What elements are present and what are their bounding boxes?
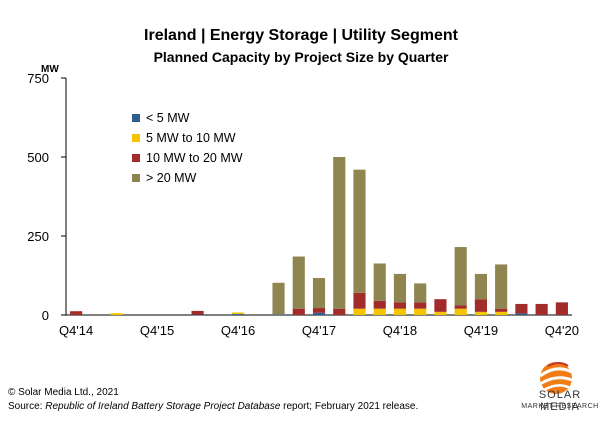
bar-segment [434,311,447,315]
chart-title: Ireland | Energy Storage | Utility Segme… [144,27,458,44]
bar-segment [353,308,366,315]
y-tick-label: 250 [27,229,49,244]
source-suffix: report; February 2021 release. [280,401,419,412]
bar-segment [312,278,326,309]
legend: < 5 MW 5 MW to 10 MW 10 MW to 20 MW > 20 MW [132,108,243,188]
bar-segment [555,302,568,315]
bar-segment [454,247,467,306]
bar-segment [414,283,427,303]
bar-segment [292,256,305,309]
bar-segment [70,311,83,315]
bar-segment [474,311,487,315]
source-text: Source: Republic of Ireland Battery Stor… [8,401,418,412]
legend-label: 5 MW to 10 MW [146,131,236,145]
y-tick-label: 500 [27,150,49,165]
bar-segment [393,273,407,303]
bar-segment [373,300,386,309]
bar-segment [495,264,508,309]
legend-swatch [132,134,140,142]
bar-segment [312,312,326,315]
solar-media-logo-icon [539,362,573,394]
bar-segment [474,273,487,300]
copyright-text: © Solar Media Ltd., 2021 [8,387,119,398]
bar-segment [353,169,366,293]
bar-segment [414,302,427,309]
source-title: Republic of Ireland Battery Storage Proj… [45,401,281,412]
bar-segment [231,314,245,315]
legend-swatch [132,114,140,122]
legend-item: < 5 MW [132,108,243,128]
bar-segment [434,299,447,312]
bar-segment [272,282,285,315]
chart-subtitle: Planned Capacity by Project Size by Quar… [153,49,449,65]
bar-segment [110,313,123,315]
bar-segment [515,303,528,314]
bar-segment [191,310,204,315]
y-axis-label: MW [41,64,59,75]
x-tick-label: Q4'16 [221,323,255,338]
x-tick-label: Q4'19 [464,323,498,338]
x-tick-label: Q4'18 [383,323,417,338]
legend-item: > 20 MW [132,168,243,188]
bar-segment [515,313,528,315]
bar-segment [373,308,386,315]
bar-segment [454,308,467,315]
x-tick-label: Q4'20 [545,323,579,338]
bar-segment [393,302,407,309]
bar-segment [292,308,305,315]
bar-segment [353,292,366,309]
y-tick-label: 0 [42,308,49,323]
bar-segment [231,312,245,315]
bar-segment [272,314,285,315]
bar-segment [373,263,386,301]
legend-label: < 5 MW [146,111,190,125]
source-prefix: Source: [8,401,46,412]
bar-segment [333,157,346,309]
bar-segment [393,308,407,315]
legend-label: 10 MW to 20 MW [146,151,243,165]
bar-segment [495,308,508,312]
x-tick-label: Q4'14 [59,323,93,338]
bar-segment [454,305,467,309]
legend-item: 5 MW to 10 MW [132,128,243,148]
bar-segment [495,311,508,315]
y-tick-label: 750 [27,71,49,86]
bar-segment [312,308,326,313]
x-tick-label: Q4'17 [302,323,336,338]
bar-segment [535,303,548,315]
bar-segment [191,314,204,316]
legend-label: > 20 MW [146,171,197,185]
legend-swatch [132,154,140,162]
bar-segment [333,308,346,315]
bar-segment [414,308,427,315]
legend-item: 10 MW to 20 MW [132,148,243,168]
logo-text-line2: MARKET RESEARCH [521,403,599,410]
logo-text-line1: SOLAR MEDIA [538,389,582,413]
x-tick-label: Q4'15 [140,323,174,338]
legend-swatch [132,174,140,182]
bar-segment [474,299,487,312]
